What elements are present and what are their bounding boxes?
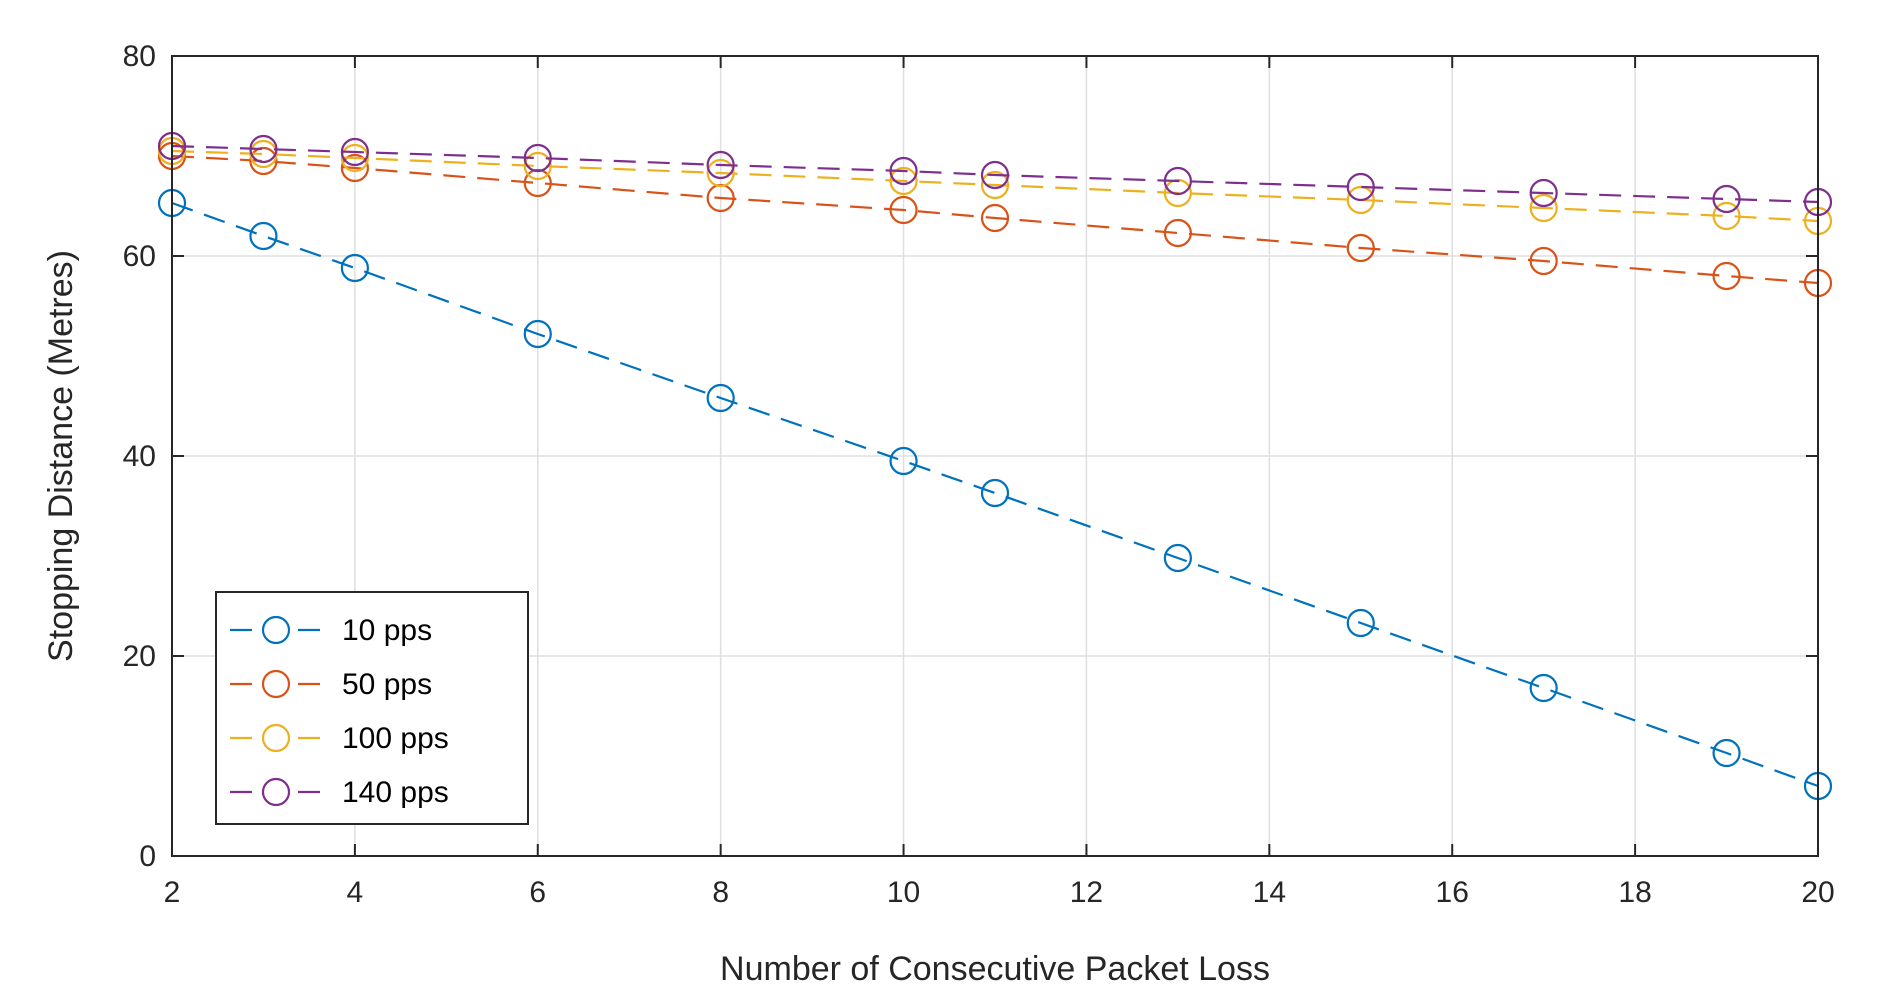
data-point xyxy=(889,156,918,186)
x-tick-label: 10 xyxy=(887,876,920,909)
data-point xyxy=(340,143,369,173)
x-tick-label: 8 xyxy=(712,876,729,909)
data-point xyxy=(980,170,1010,200)
legend-entry: 140 pps xyxy=(230,776,449,809)
data-point xyxy=(980,160,1010,190)
series-line xyxy=(171,144,1819,204)
x-tick-label: 20 xyxy=(1801,876,1834,909)
data-point xyxy=(1163,166,1192,196)
y-tick-label: 0 xyxy=(139,840,156,873)
series-100-pps xyxy=(157,136,1833,236)
data-point xyxy=(1346,608,1375,638)
data-point xyxy=(249,221,278,251)
y-tick-label: 40 xyxy=(123,440,156,473)
data-point xyxy=(523,143,552,173)
data-point xyxy=(706,383,735,413)
axis-ticks: 2 4 6 8 10 12 14 16 18 20 0 20 40 60 80 xyxy=(123,40,1835,909)
x-axis-label: Number of Consecutive Packet Loss xyxy=(720,950,1270,988)
y-tick-label: 20 xyxy=(123,640,156,673)
data-point xyxy=(889,195,918,225)
data-point xyxy=(249,134,278,164)
series-10-pps xyxy=(157,188,1833,801)
data-point xyxy=(706,150,735,180)
data-point xyxy=(340,137,369,167)
data-point xyxy=(1529,193,1558,223)
data-point xyxy=(980,203,1010,233)
x-tick-label: 2 xyxy=(164,876,181,909)
x-tick-label: 6 xyxy=(529,876,546,909)
legend-label: 10 pps xyxy=(342,614,432,647)
y-tick-label: 60 xyxy=(123,240,156,273)
data-point xyxy=(706,158,735,188)
data-point xyxy=(340,153,369,183)
legend-entry: 100 pps xyxy=(230,722,449,755)
data-point xyxy=(1712,184,1741,214)
legend-label: 100 pps xyxy=(342,722,449,755)
x-tick-label: 14 xyxy=(1253,876,1286,909)
data-point xyxy=(1529,673,1558,703)
legend-marker xyxy=(261,615,291,645)
data-point xyxy=(1163,218,1192,248)
x-tick-label: 16 xyxy=(1436,876,1469,909)
x-tick-label: 12 xyxy=(1070,876,1103,909)
y-tick-label: 80 xyxy=(123,40,156,73)
data-point xyxy=(980,478,1010,508)
data-point xyxy=(523,319,552,349)
legend-label: 50 pps xyxy=(342,668,432,701)
legend-entry: 50 pps xyxy=(230,668,432,701)
data-point xyxy=(1712,738,1741,768)
data-point xyxy=(1529,178,1558,208)
x-tick-label: 18 xyxy=(1618,876,1651,909)
data-point xyxy=(1346,185,1375,215)
series-line xyxy=(171,201,1819,788)
legend-marker xyxy=(261,777,291,807)
legend: 10 pps 50 pps 100 pps 140 pps xyxy=(215,591,529,825)
data-point xyxy=(889,166,918,196)
data-point xyxy=(1712,201,1741,231)
data-point xyxy=(1529,246,1558,276)
legend-entry: 10 pps xyxy=(230,614,432,647)
data-point xyxy=(1712,261,1741,291)
y-axis-label: Stopping Distance (Metres) xyxy=(42,250,80,662)
x-tick-label: 4 xyxy=(347,876,364,909)
series-line xyxy=(171,154,1819,285)
legend-marker xyxy=(261,723,291,753)
data-point xyxy=(889,446,918,476)
legend-marker xyxy=(261,669,291,699)
data-point xyxy=(249,146,278,176)
series-line xyxy=(171,149,1819,223)
data-point xyxy=(1163,543,1192,573)
data-point xyxy=(1346,172,1375,202)
data-point xyxy=(523,151,552,181)
legend-label: 140 pps xyxy=(342,776,449,809)
data-point xyxy=(340,253,369,283)
data-point xyxy=(1346,233,1375,263)
